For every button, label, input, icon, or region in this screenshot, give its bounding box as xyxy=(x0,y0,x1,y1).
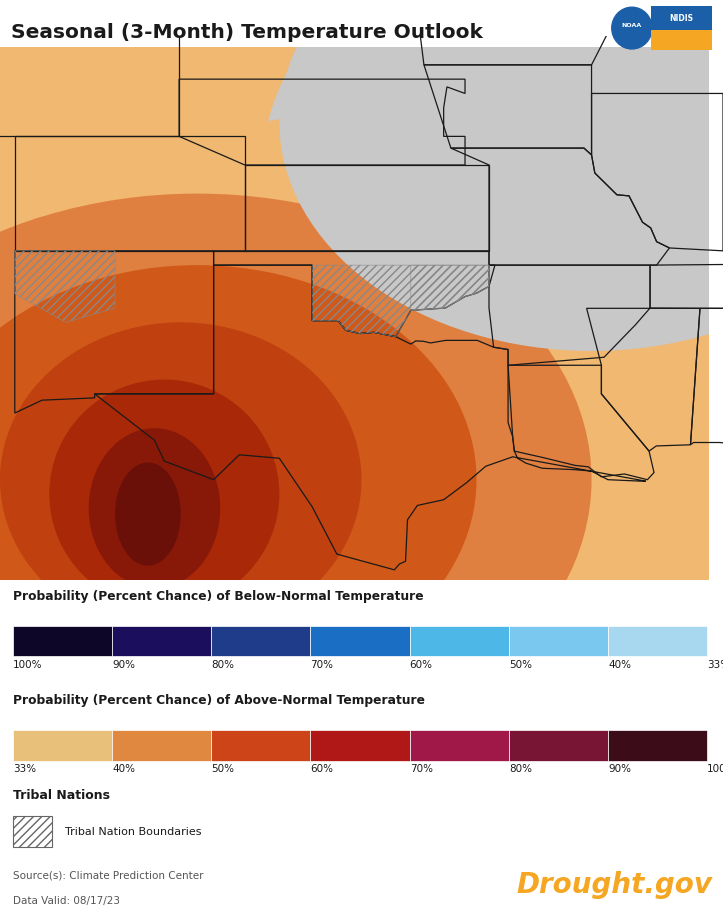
Text: NIDIS: NIDIS xyxy=(669,14,693,23)
Bar xyxy=(509,730,608,761)
Text: 90%: 90% xyxy=(112,660,135,670)
Bar xyxy=(509,625,608,657)
Bar xyxy=(310,625,410,657)
Ellipse shape xyxy=(89,429,221,588)
Text: 60%: 60% xyxy=(310,764,333,774)
Bar xyxy=(211,625,310,657)
Text: Source(s): Climate Prediction Center: Source(s): Climate Prediction Center xyxy=(13,870,203,880)
Ellipse shape xyxy=(0,108,723,651)
Text: 50%: 50% xyxy=(211,764,234,774)
Text: 100%: 100% xyxy=(13,660,43,670)
Ellipse shape xyxy=(89,429,221,588)
Text: Data Valid: 08/17/23: Data Valid: 08/17/23 xyxy=(13,896,120,906)
Ellipse shape xyxy=(0,265,476,694)
Text: 80%: 80% xyxy=(509,764,532,774)
Bar xyxy=(651,30,712,50)
Text: 50%: 50% xyxy=(509,660,532,670)
Ellipse shape xyxy=(0,323,362,637)
Circle shape xyxy=(612,7,652,49)
Bar xyxy=(651,6,712,30)
Ellipse shape xyxy=(279,0,723,351)
Text: 90%: 90% xyxy=(608,764,631,774)
Text: 100%: 100% xyxy=(707,764,723,774)
Bar xyxy=(608,625,707,657)
Text: 40%: 40% xyxy=(112,764,135,774)
Text: 80%: 80% xyxy=(211,660,234,670)
Bar xyxy=(112,625,211,657)
Bar xyxy=(608,730,707,761)
Text: Drought.gov: Drought.gov xyxy=(516,872,712,900)
Bar xyxy=(13,730,112,761)
Text: Seasonal (3-Month) Temperature Outlook: Seasonal (3-Month) Temperature Outlook xyxy=(11,23,483,42)
Text: Probability (Percent Chance) of Below-Normal Temperature: Probability (Percent Chance) of Below-No… xyxy=(13,590,424,602)
Ellipse shape xyxy=(0,194,591,766)
Ellipse shape xyxy=(49,380,279,609)
Text: Tribal Nation Boundaries: Tribal Nation Boundaries xyxy=(65,827,202,837)
Bar xyxy=(112,730,211,761)
Ellipse shape xyxy=(0,194,591,766)
Text: Probability (Percent Chance) of Above-Normal Temperature: Probability (Percent Chance) of Above-No… xyxy=(13,694,425,707)
Ellipse shape xyxy=(0,265,476,694)
Text: Tribal Nations: Tribal Nations xyxy=(13,788,110,802)
Bar xyxy=(310,730,410,761)
Bar xyxy=(410,730,509,761)
Text: NOAA: NOAA xyxy=(622,24,642,28)
Ellipse shape xyxy=(115,463,181,565)
Bar xyxy=(13,816,52,847)
Bar xyxy=(211,730,310,761)
Bar xyxy=(709,25,723,591)
Ellipse shape xyxy=(263,0,723,422)
Bar xyxy=(0,25,723,47)
Ellipse shape xyxy=(0,323,362,637)
Bar xyxy=(410,625,509,657)
Text: 70%: 70% xyxy=(310,660,333,670)
Text: 33%: 33% xyxy=(707,660,723,670)
Text: 70%: 70% xyxy=(410,764,432,774)
Bar xyxy=(13,625,112,657)
Text: 33%: 33% xyxy=(13,764,36,774)
Text: 40%: 40% xyxy=(608,660,631,670)
Ellipse shape xyxy=(49,380,279,609)
Ellipse shape xyxy=(115,463,181,565)
Text: 60%: 60% xyxy=(410,660,432,670)
